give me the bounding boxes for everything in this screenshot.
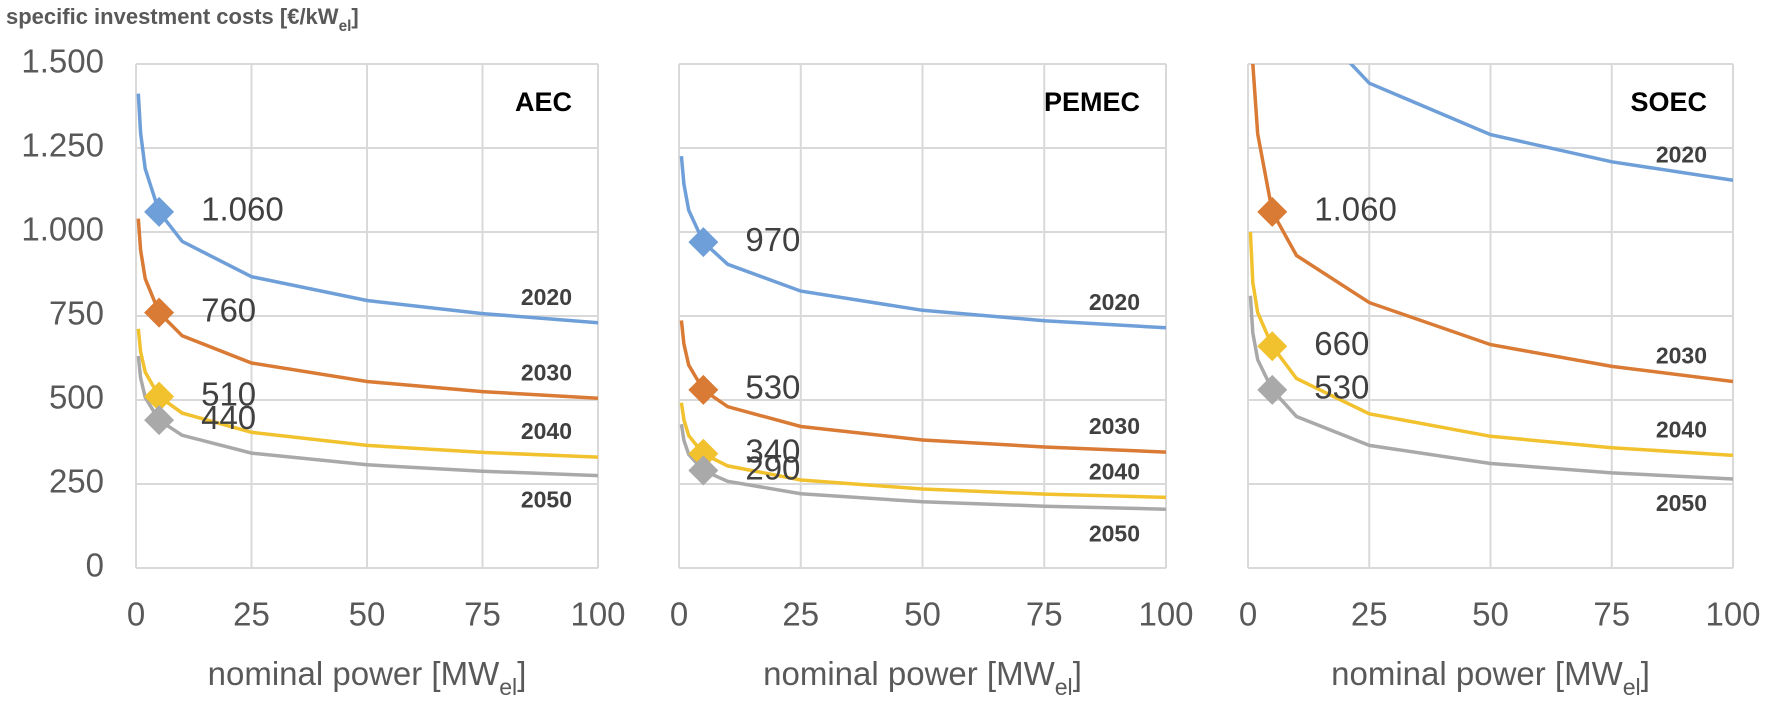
x-axis-label: nominal power [MWel] — [763, 655, 1082, 700]
x-axis-label-sub: el — [1623, 674, 1641, 700]
x-tick-label: 100 — [1705, 596, 1760, 633]
y-axis-label-part: specific investment costs [€/kW — [6, 4, 339, 29]
y-tick-label: 250 — [49, 463, 104, 500]
marker-label: 440 — [201, 399, 256, 436]
plot-area — [1248, 64, 1733, 481]
y-tick-label: 0 — [86, 547, 104, 584]
marker — [144, 297, 175, 328]
marker-label: 1.060 — [1314, 191, 1397, 228]
series-label: 2050 — [1089, 520, 1140, 546]
series-line — [1248, 231, 1733, 458]
marker — [1257, 331, 1288, 362]
marker-label: 660 — [1314, 325, 1369, 362]
series-label: 2040 — [1089, 459, 1140, 485]
series-line — [679, 320, 1166, 454]
x-tick-label: 0 — [670, 596, 688, 633]
series-label: 2040 — [1656, 417, 1707, 443]
x-tick-label: 75 — [1026, 596, 1063, 633]
x-tick-label: 0 — [1239, 596, 1257, 633]
x-tick-label: 100 — [570, 596, 625, 633]
series-label: 2050 — [1656, 490, 1707, 516]
panel-title: AEC — [515, 87, 572, 117]
x-axis-label-sub: el — [1055, 674, 1073, 700]
marker-label: 510 — [201, 375, 256, 412]
marker — [1257, 196, 1288, 227]
marker-label: 1.060 — [201, 191, 284, 228]
x-axis-label-part: ] — [1073, 655, 1082, 692]
series-line — [679, 155, 1166, 330]
x-axis-label-part: nominal power [MW — [208, 655, 500, 692]
series-line — [679, 402, 1166, 500]
y-tick-label: 500 — [49, 379, 104, 416]
series-line — [679, 423, 1166, 511]
panel-title: SOEC — [1630, 87, 1707, 117]
x-axis-label-part: nominal power [MW — [1331, 655, 1623, 692]
y-axis-label-part: ] — [351, 4, 358, 29]
marker — [688, 227, 719, 258]
series-line — [1248, 295, 1733, 481]
marker — [688, 438, 719, 469]
x-tick-label: 50 — [904, 596, 941, 633]
x-tick-label: 25 — [782, 596, 819, 633]
marker-label: 530 — [745, 369, 800, 406]
x-tick-label: 75 — [464, 596, 501, 633]
marker-label: 760 — [201, 291, 256, 328]
series-line — [136, 218, 598, 401]
x-tick-label: 25 — [1351, 596, 1388, 633]
marker-label: 970 — [745, 221, 800, 258]
marker-label: 290 — [745, 449, 800, 486]
x-axis-label-sub: el — [499, 674, 517, 700]
y-tick-label: 750 — [49, 295, 104, 332]
x-tick-label: 0 — [127, 596, 145, 633]
marker — [144, 405, 175, 436]
y-tick-label: 1.500 — [21, 43, 104, 80]
x-axis-label: nominal power [MWel] — [208, 655, 527, 700]
series-label: 2020 — [1089, 289, 1140, 315]
marker — [1257, 374, 1288, 405]
series-line — [1348, 64, 1733, 183]
series-label: 2030 — [1089, 413, 1140, 439]
marker-label: 530 — [1314, 369, 1369, 406]
plot-area — [679, 155, 1166, 511]
x-tick-label: 25 — [233, 596, 270, 633]
series-label: 2050 — [521, 487, 572, 513]
x-axis-label-part: ] — [517, 655, 526, 692]
series-line — [136, 355, 598, 478]
plot-area — [136, 93, 598, 478]
series-label: 2020 — [521, 284, 572, 310]
y-axis-label: specific investment costs [€/kWel] — [6, 4, 359, 35]
series-label: 2030 — [521, 359, 572, 385]
panel-title: PEMEC — [1044, 87, 1140, 117]
y-tick-label: 1.250 — [21, 127, 104, 164]
x-tick-label: 50 — [349, 596, 386, 633]
marker-label: 340 — [745, 432, 800, 469]
x-tick-label: 75 — [1593, 596, 1630, 633]
x-axis-label: nominal power [MWel] — [1331, 655, 1650, 700]
series-label: 2030 — [1656, 343, 1707, 369]
x-tick-label: 50 — [1472, 596, 1509, 633]
x-tick-label: 100 — [1138, 596, 1193, 633]
y-tick-label: 1.000 — [21, 211, 104, 248]
series-label: 2020 — [1656, 141, 1707, 167]
marker — [688, 455, 719, 486]
series-label: 2040 — [521, 418, 572, 444]
series-line — [136, 93, 598, 325]
series-line — [136, 328, 598, 459]
marker — [144, 381, 175, 412]
marker — [144, 196, 175, 227]
x-axis-label-part: nominal power [MW — [763, 655, 1055, 692]
x-axis-label-part: ] — [1641, 655, 1650, 692]
marker — [688, 374, 719, 405]
y-axis-label-sub: el — [339, 18, 352, 35]
series-line — [1251, 64, 1733, 384]
